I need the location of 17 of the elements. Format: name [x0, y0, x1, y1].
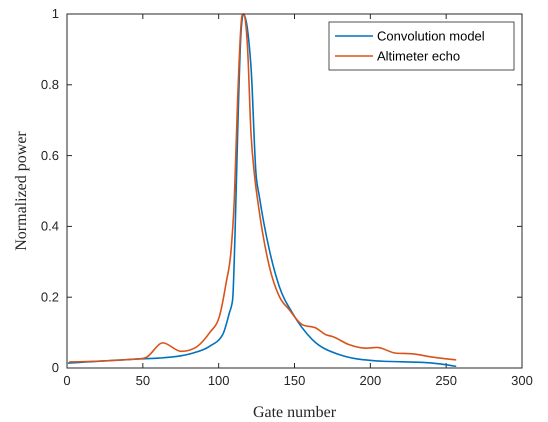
x-axis-title: Gate number — [252, 404, 337, 421]
y-axis-title: Normalized power — [13, 130, 30, 251]
x-tick-label: 300 — [511, 373, 533, 388]
x-tick-label: 150 — [284, 373, 306, 388]
y-tick-label: 0.2 — [40, 289, 59, 304]
x-tick-label: 200 — [359, 373, 382, 388]
legend-label: Altimeter echo — [377, 48, 460, 64]
legend-label: Convolution model — [377, 28, 485, 44]
y-tick-label: 1 — [52, 6, 59, 22]
x-tick-label: 100 — [208, 373, 230, 388]
x-tick-label: 250 — [435, 373, 458, 388]
x-tick-label: 50 — [136, 373, 150, 388]
y-tick-label: 0.6 — [40, 148, 59, 163]
y-tick-label: 0 — [52, 360, 59, 376]
y-tick-label: 0.8 — [40, 76, 59, 92]
y-tick-label: 0.4 — [40, 218, 59, 234]
x-tick-label: 0 — [63, 373, 71, 388]
